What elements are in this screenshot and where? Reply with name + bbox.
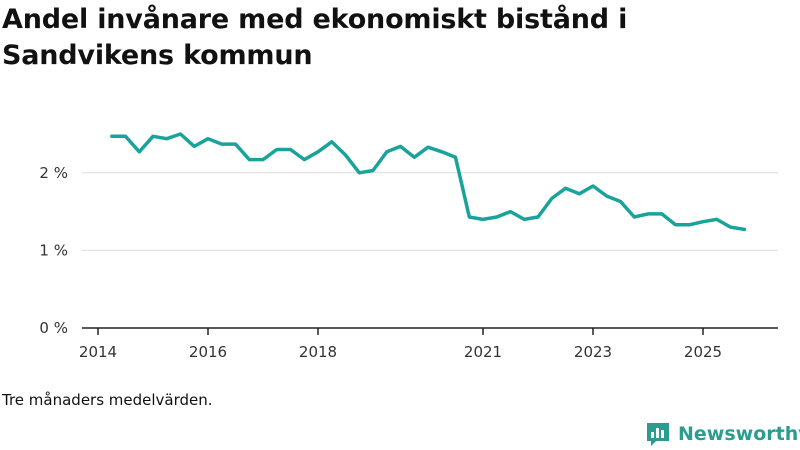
data-point — [124, 135, 127, 138]
data-point — [179, 132, 182, 136]
data-point — [193, 145, 196, 148]
data-point — [729, 225, 732, 229]
data-point — [138, 150, 141, 154]
y-axis-ticks: 0 % 1 % 2 % — [39, 164, 68, 337]
data-point — [413, 156, 416, 159]
x-axis-ticks: 2014 2016 2018 2021 2023 2025 — [79, 328, 722, 361]
data-point — [619, 200, 622, 203]
data-point — [248, 158, 251, 161]
data-point — [454, 156, 457, 159]
x-tick-label: 2014 — [79, 343, 117, 361]
data-point — [371, 169, 375, 172]
brand-name: Newsworthy — [678, 423, 800, 445]
data-point — [674, 223, 677, 226]
data-point — [591, 184, 595, 188]
brand-logo[interactable]: Newsworthy — [644, 419, 800, 449]
chart-title: Andel invånare med ekonomiskt bistånd i … — [2, 4, 628, 71]
x-tick-label: 2018 — [299, 343, 337, 361]
data-point — [399, 145, 402, 148]
data-point — [358, 171, 361, 174]
grid-lines — [82, 172, 778, 251]
data-point — [633, 215, 636, 219]
data-point — [481, 218, 485, 221]
data-point — [564, 187, 567, 190]
data-point — [316, 150, 320, 154]
data-point — [261, 158, 265, 161]
chart-note: Tre månaders medelvärden. — [2, 391, 213, 409]
data-point — [495, 215, 498, 219]
data-point — [536, 215, 540, 219]
series-layer — [110, 132, 747, 232]
data-point — [688, 223, 691, 226]
data-point — [605, 194, 608, 198]
data-point — [715, 218, 718, 221]
x-tick-label: 2023 — [574, 343, 612, 361]
y-tick-label: 1 % — [39, 241, 68, 259]
data-point — [646, 212, 650, 216]
data-point — [743, 228, 746, 231]
data-point — [344, 153, 347, 157]
y-tick-label: 0 % — [39, 319, 68, 337]
data-point — [468, 215, 471, 219]
data-point — [426, 145, 430, 149]
data-point — [385, 150, 388, 154]
x-tick-label: 2025 — [684, 343, 722, 361]
x-tick-label: 2016 — [189, 343, 227, 361]
data-point — [234, 142, 237, 146]
data-point — [660, 212, 663, 216]
y-tick-label: 2 % — [39, 164, 68, 182]
data-point — [509, 210, 512, 213]
data-point — [550, 197, 553, 200]
x-tick-label: 2021 — [464, 343, 502, 361]
bar-chart-icon — [647, 423, 669, 446]
data-point — [330, 140, 333, 143]
data-point — [289, 148, 292, 151]
data-point — [165, 137, 168, 140]
data-point — [206, 137, 210, 140]
data-point — [523, 218, 526, 221]
data-point — [275, 148, 278, 151]
data-point — [440, 150, 443, 154]
data-point — [220, 142, 223, 146]
data-point — [701, 220, 705, 223]
data-point — [151, 135, 155, 138]
data-point — [110, 135, 113, 138]
data-point — [578, 192, 581, 195]
data-point — [303, 158, 306, 161]
